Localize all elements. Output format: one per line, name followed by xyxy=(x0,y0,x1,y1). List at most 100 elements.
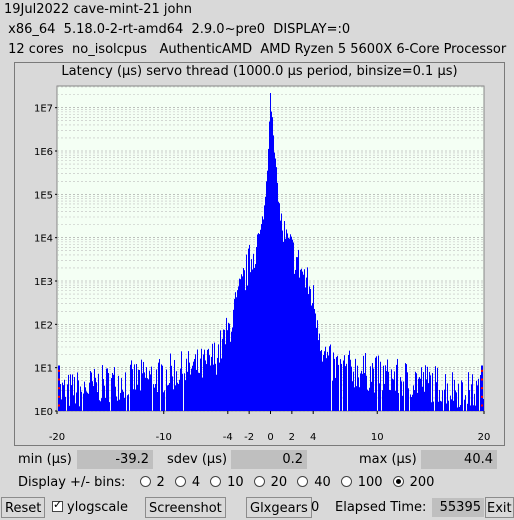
histogram-bar xyxy=(301,268,302,411)
histogram-bar xyxy=(408,388,409,411)
histogram-bar xyxy=(164,390,165,411)
histogram-bar xyxy=(249,245,250,411)
histogram-bar xyxy=(141,359,142,411)
radio-icon[interactable] xyxy=(139,476,151,487)
radio-icon[interactable] xyxy=(174,476,186,487)
histogram-bar xyxy=(295,269,296,411)
histogram-bar xyxy=(328,355,329,411)
radio-icon[interactable] xyxy=(253,476,265,487)
histogram-bar xyxy=(167,385,168,411)
histogram-bar xyxy=(214,342,215,411)
histogram-bar xyxy=(252,269,253,411)
histogram-bar xyxy=(226,317,227,411)
ylogscale-checkbox[interactable]: ylogscale xyxy=(52,498,128,515)
histogram-bar xyxy=(345,366,346,411)
histogram-bar xyxy=(270,93,271,411)
histogram-bar xyxy=(332,380,333,411)
bins-option-20[interactable]: 20 xyxy=(253,475,287,490)
histogram-bar xyxy=(370,366,371,411)
bins-option-40[interactable]: 40 xyxy=(297,475,331,490)
histogram-bar xyxy=(242,276,243,411)
histogram-bar xyxy=(388,371,389,411)
histogram-bar xyxy=(314,308,315,411)
histogram-bar xyxy=(271,111,272,411)
histogram-bar xyxy=(374,392,375,411)
histogram-bar xyxy=(115,386,116,411)
chart-title: Latency (µs) servo thread (1000.0 µs per… xyxy=(61,64,458,79)
histogram-bar xyxy=(442,390,443,411)
histogram-bar xyxy=(327,351,328,411)
histogram-bar xyxy=(237,290,238,411)
histogram-bar xyxy=(422,386,423,411)
histogram-bar xyxy=(149,370,150,411)
histogram-bar xyxy=(365,353,366,411)
histogram-bar xyxy=(125,372,126,411)
bins-option-4[interactable]: 4 xyxy=(174,475,200,490)
histogram-bar xyxy=(72,374,73,411)
histogram-bar xyxy=(62,382,63,411)
bins-option-label: 200 xyxy=(409,475,435,490)
radio-icon[interactable] xyxy=(392,476,404,487)
screenshot-button[interactable]: Screenshot xyxy=(145,497,226,518)
histogram-bar xyxy=(467,403,468,411)
min-value: -39.2 xyxy=(77,450,153,469)
histogram-bar xyxy=(260,229,261,411)
histogram-bar xyxy=(318,340,319,411)
radio-icon[interactable] xyxy=(297,476,309,487)
histogram-bar xyxy=(211,356,212,411)
bins-option-10[interactable]: 10 xyxy=(210,475,244,490)
histogram-bar xyxy=(98,373,99,411)
histogram-bar xyxy=(316,327,317,411)
histogram-bar xyxy=(150,374,151,411)
histogram-bar xyxy=(247,285,248,411)
histogram-bar xyxy=(310,288,311,411)
histogram-bar xyxy=(356,386,357,411)
histogram-bar xyxy=(187,371,188,411)
histogram-bar xyxy=(221,358,222,411)
histogram-bar xyxy=(71,385,72,411)
histogram-bar xyxy=(217,357,218,411)
histogram-bar xyxy=(294,273,295,411)
histogram-bar xyxy=(441,401,442,411)
histogram-bar xyxy=(296,257,297,411)
histogram-bar xyxy=(307,267,308,411)
glxgears-button[interactable]: Glxgears xyxy=(246,497,312,518)
bins-option-100[interactable]: 100 xyxy=(340,475,383,490)
bins-option-200[interactable]: 200 xyxy=(392,475,435,490)
histogram-bar xyxy=(147,378,148,411)
histogram-bar xyxy=(319,333,320,411)
histogram-bar xyxy=(135,389,136,411)
histogram-bar xyxy=(177,382,178,411)
histogram-bar xyxy=(364,373,365,411)
histogram-bar xyxy=(425,365,426,411)
histogram-bar xyxy=(122,389,123,411)
histogram-bar xyxy=(179,379,180,411)
histogram-bar xyxy=(151,366,152,411)
histogram-bar xyxy=(292,239,293,411)
histogram-bar xyxy=(130,364,131,411)
histogram-bar xyxy=(288,237,289,411)
histogram-bar xyxy=(193,361,194,411)
check-icon[interactable] xyxy=(52,498,63,512)
histogram-bar xyxy=(346,363,347,411)
histogram-bar xyxy=(329,346,330,411)
histogram-bar xyxy=(320,351,321,411)
histogram-bar xyxy=(350,359,351,411)
histogram-bar xyxy=(195,354,196,411)
histogram-bar xyxy=(182,373,183,411)
histogram-bar xyxy=(253,253,254,411)
histogram-bar xyxy=(376,356,377,411)
histogram-bar xyxy=(392,378,393,411)
histogram-bar xyxy=(336,357,337,411)
histogram-bar xyxy=(302,271,303,411)
reset-button[interactable]: Reset xyxy=(1,497,46,518)
exit-button[interactable]: Exit xyxy=(485,497,514,518)
radio-icon[interactable] xyxy=(340,476,352,487)
radio-icon[interactable] xyxy=(210,476,222,487)
histogram-bar xyxy=(431,402,432,411)
bins-label: Display +/- bins: xyxy=(18,475,126,490)
bins-option-2[interactable]: 2 xyxy=(139,475,165,490)
histogram-bar xyxy=(201,348,202,411)
histogram-bar xyxy=(174,359,175,411)
histogram-bar xyxy=(480,375,481,411)
